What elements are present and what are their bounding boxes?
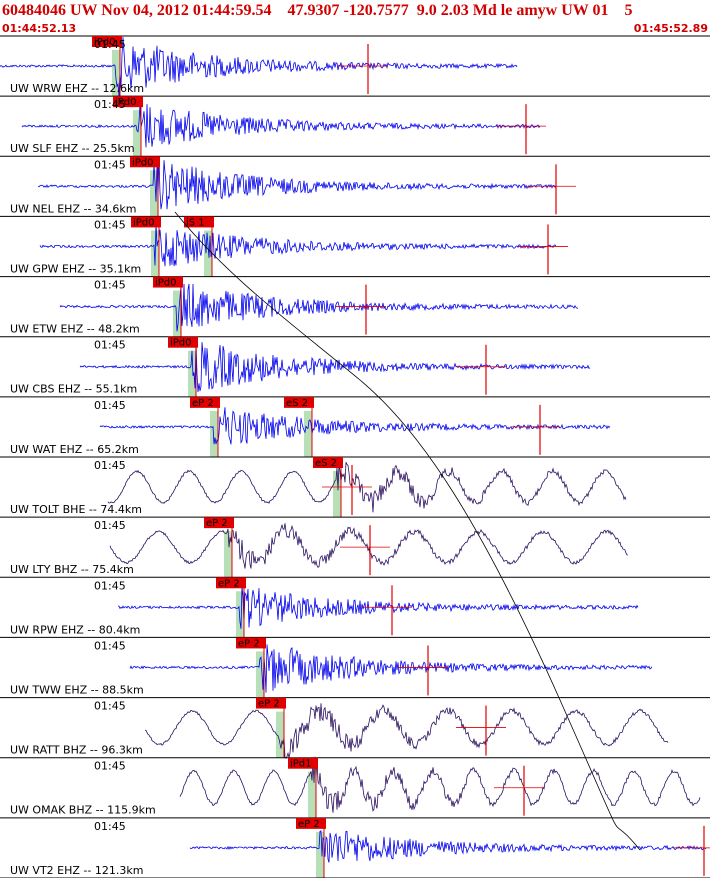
time-label: 01:45 bbox=[94, 98, 126, 111]
pick-shade bbox=[150, 170, 158, 217]
station-label: UW WAT EHZ -- 65.2km bbox=[10, 443, 139, 456]
pick-box bbox=[190, 396, 220, 408]
pick-box bbox=[216, 577, 246, 589]
time-label: 01:45 bbox=[94, 579, 126, 592]
pick-box bbox=[256, 697, 286, 709]
time-label: 01:45 bbox=[94, 639, 126, 652]
waveform bbox=[99, 407, 611, 445]
pick-label: iPd0 bbox=[115, 97, 137, 108]
pick-label: eP 2 bbox=[298, 819, 320, 830]
waveform bbox=[21, 104, 541, 148]
pick-shade bbox=[173, 290, 181, 337]
pick-label: iPd1 bbox=[290, 759, 312, 770]
pick-box bbox=[153, 276, 183, 288]
pick-shade bbox=[256, 651, 264, 698]
pick-box bbox=[92, 36, 122, 47]
pick-box bbox=[130, 156, 160, 168]
pick-shade bbox=[236, 591, 244, 638]
pick-label: eP 2 bbox=[238, 638, 260, 649]
station-label: UW ETW EHZ -- 48.2km bbox=[10, 323, 140, 336]
waveform bbox=[129, 644, 653, 693]
pick-label: eP 2 bbox=[206, 518, 228, 529]
waveform bbox=[179, 756, 701, 813]
station-label: UW WRW EHZ -- 12.6km bbox=[10, 82, 144, 95]
pick-label: eP 2 bbox=[192, 398, 214, 409]
pick-box bbox=[236, 637, 266, 649]
time-label: 01:45 bbox=[94, 820, 126, 833]
station-label: UW OMAK BHZ -- 115.9km bbox=[10, 804, 156, 817]
pick-box bbox=[296, 817, 326, 829]
station-label: UW CBS EHZ -- 55.1km bbox=[10, 383, 137, 396]
station-label: UW VT2 EHZ -- 121.3km bbox=[10, 864, 143, 877]
pick-box bbox=[168, 336, 198, 348]
pick-box bbox=[184, 216, 214, 228]
pick-label: eP 2 bbox=[258, 699, 280, 710]
time-label: 01:45 bbox=[94, 279, 126, 292]
pick-shade bbox=[133, 110, 141, 157]
waveform bbox=[109, 523, 629, 569]
pick-shade bbox=[316, 831, 324, 878]
pick-box bbox=[131, 216, 161, 228]
pick-shade bbox=[188, 350, 196, 397]
time-label: 01:45 bbox=[94, 399, 126, 412]
station-label: UW SLF EHZ -- 25.5km bbox=[10, 142, 135, 155]
moveout-curve bbox=[174, 211, 641, 851]
station-label: UW GPW EHZ -- 35.1km bbox=[10, 262, 141, 275]
pick-shade bbox=[112, 50, 120, 97]
start-time: 01:44:52.13 bbox=[2, 22, 76, 35]
pick-shade bbox=[210, 410, 218, 457]
pick-shade bbox=[224, 531, 232, 578]
pick-label: iPd0 bbox=[132, 157, 154, 168]
time-label: 01:45 bbox=[94, 218, 126, 231]
pick-label: iPd0 bbox=[133, 217, 155, 228]
station-label: UW LTY BHZ -- 75.4km bbox=[10, 563, 134, 576]
pick-shade bbox=[276, 711, 284, 758]
pick-shade bbox=[333, 471, 341, 518]
time-label: 01:45 bbox=[94, 339, 126, 352]
time-label: 01:45 bbox=[94, 158, 126, 171]
pick-box bbox=[204, 517, 234, 529]
waveform bbox=[107, 461, 627, 513]
time-label: 01:45 bbox=[94, 700, 126, 713]
waveform bbox=[79, 339, 591, 393]
waveform bbox=[144, 703, 669, 759]
pick-label: eP 2 bbox=[218, 578, 240, 589]
pick-shade bbox=[308, 771, 316, 818]
station-label: UW NEL EHZ -- 34.6km bbox=[10, 202, 137, 215]
pick-label: eS 2 bbox=[315, 458, 337, 469]
pick-label: iPd0 bbox=[155, 278, 177, 289]
waveform bbox=[59, 283, 579, 332]
station-label: UW TWW EHZ -- 88.5km bbox=[10, 683, 144, 696]
end-time: 01:45:52.89 bbox=[634, 22, 708, 35]
time-label: 01:45 bbox=[94, 760, 126, 773]
pick-shade bbox=[204, 230, 212, 277]
pick-label: eS 2 bbox=[286, 398, 308, 409]
station-label: UW RPW EHZ -- 80.4km bbox=[10, 623, 140, 636]
station-label: UW TOLT BHE -- 74.4km bbox=[10, 503, 142, 516]
pick-label: iPd0 bbox=[170, 338, 192, 349]
pick-box bbox=[284, 396, 314, 408]
pick-box bbox=[113, 96, 143, 108]
waveform bbox=[189, 830, 707, 863]
event-header: 60484046 UW Nov 04, 2012 01:44:59.54 47.… bbox=[2, 2, 633, 19]
station-label: UW RATT BHZ -- 96.3km bbox=[10, 744, 143, 757]
waveform bbox=[39, 222, 557, 267]
pick-shade bbox=[304, 410, 312, 457]
pick-label: iPd0 bbox=[94, 37, 116, 48]
pick-box bbox=[288, 757, 318, 769]
time-label: 01:45 bbox=[94, 519, 126, 532]
waveform bbox=[37, 159, 557, 210]
time-label: 01:45 bbox=[94, 38, 126, 51]
pick-box bbox=[313, 457, 343, 468]
pick-label: iS 1 bbox=[186, 217, 205, 228]
time-label: 01:45 bbox=[94, 459, 126, 472]
waveform bbox=[0, 37, 518, 97]
